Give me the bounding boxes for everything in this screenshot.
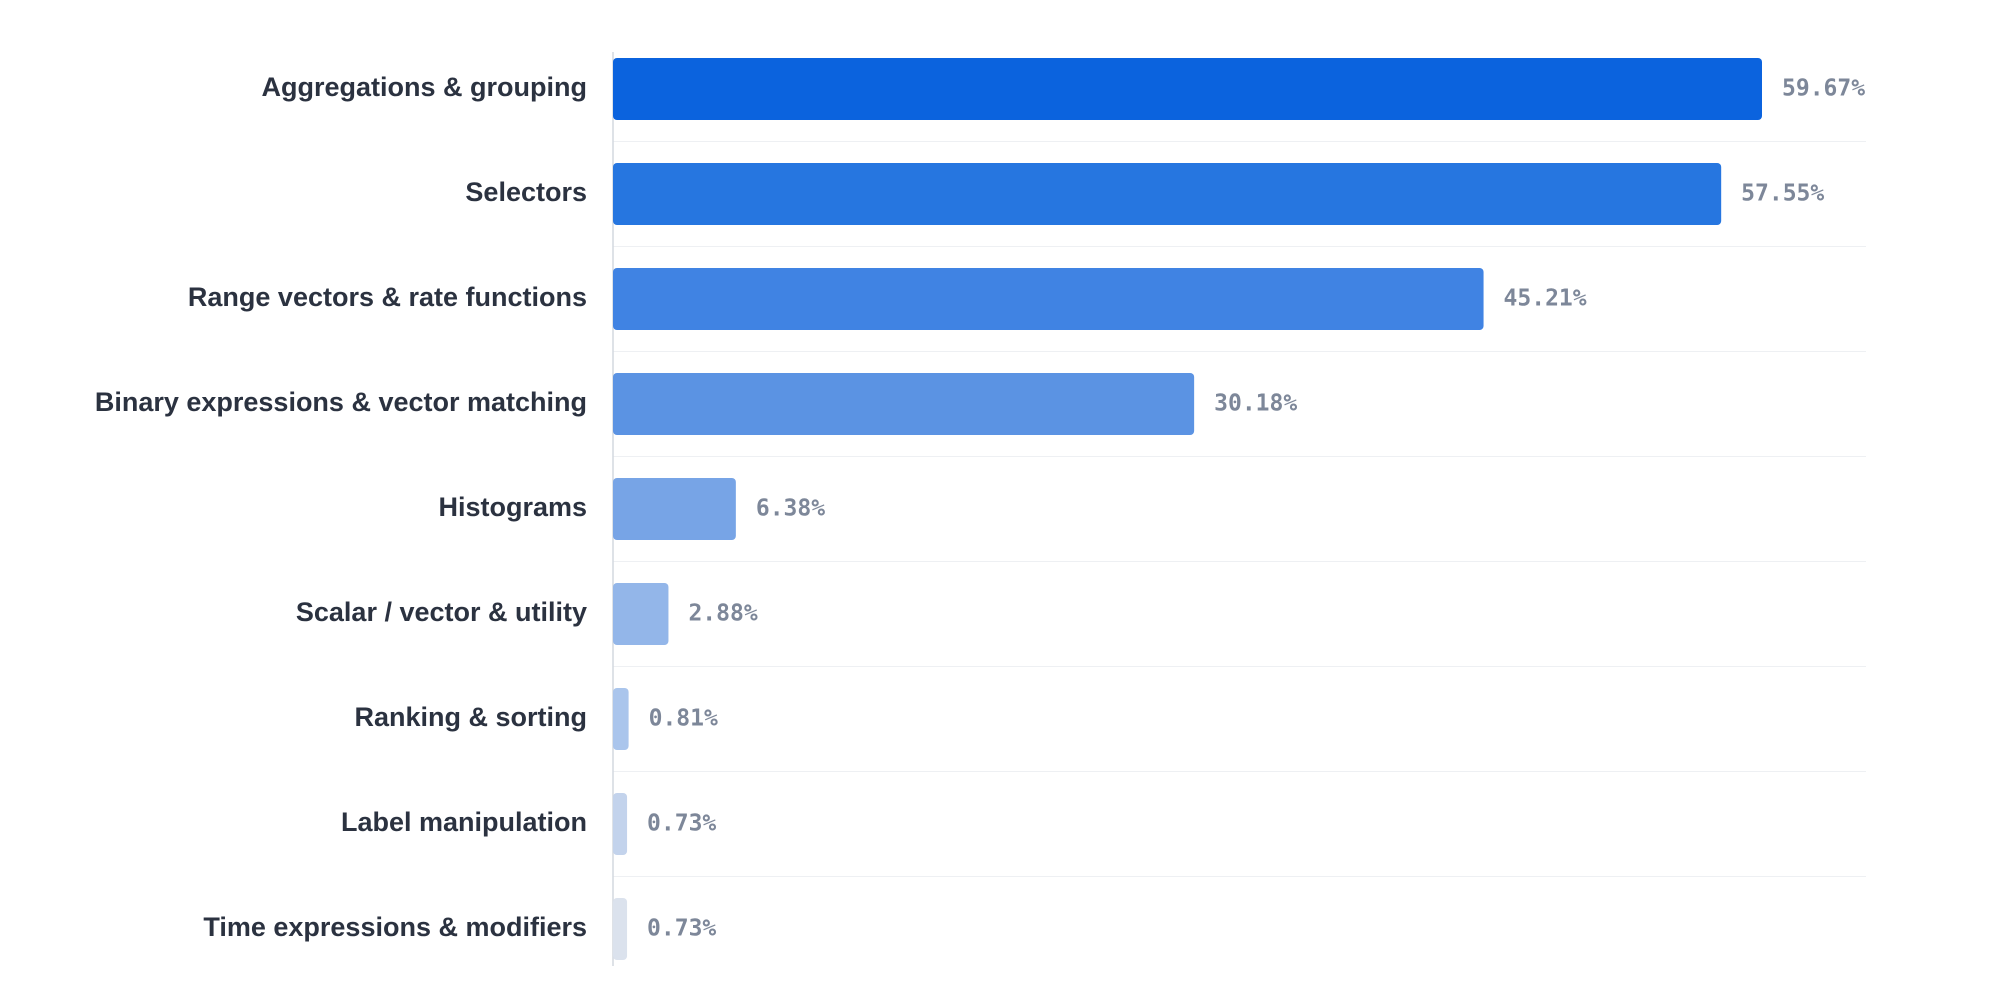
bar (613, 583, 669, 645)
value-label: 30.18% (1214, 391, 1297, 417)
value-label: 0.81% (649, 706, 718, 732)
category-label: Aggregations & grouping (262, 72, 587, 102)
bar (613, 478, 736, 540)
value-label: 0.73% (647, 916, 716, 942)
category-label: Range vectors & rate functions (188, 282, 587, 312)
category-label: Histograms (438, 492, 587, 522)
value-label: 0.73% (647, 811, 716, 837)
bar (613, 898, 628, 960)
bar (613, 268, 1484, 330)
bar (613, 163, 1722, 225)
category-label: Time expressions & modifiers (203, 912, 587, 942)
category-label: Selectors (465, 177, 587, 207)
value-label: 2.88% (688, 601, 757, 627)
value-label: 57.55% (1741, 181, 1824, 207)
bar (613, 373, 1195, 435)
category-label: Label manipulation (341, 807, 587, 837)
bar (613, 58, 1762, 120)
bar (613, 793, 628, 855)
bar (613, 688, 629, 750)
value-label: 59.67% (1782, 76, 1865, 102)
value-label: 45.21% (1504, 286, 1587, 312)
category-label: Scalar / vector & utility (296, 597, 587, 627)
category-label: Binary expressions & vector matching (95, 387, 587, 417)
category-label: Ranking & sorting (354, 702, 587, 732)
value-label: 6.38% (756, 496, 825, 522)
